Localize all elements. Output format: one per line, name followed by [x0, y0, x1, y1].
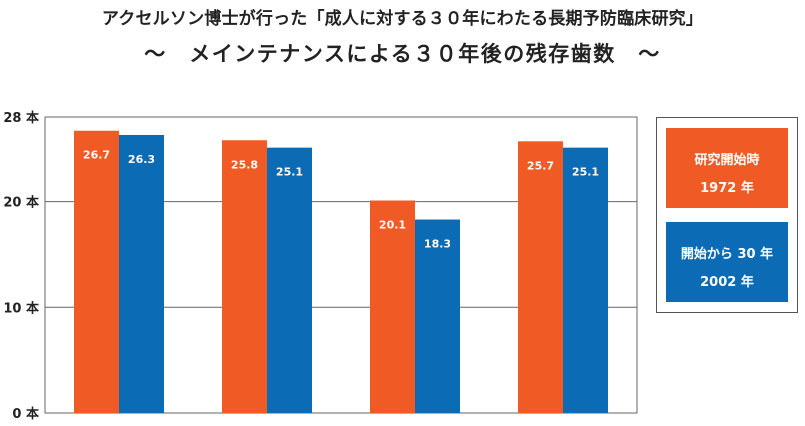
bar-series2-2 — [267, 147, 312, 413]
y-tick-label-0: 0 本 — [12, 406, 39, 422]
chart-subtitle: ～ メインテナンスによる３０年後の残存歯数 ～ — [144, 42, 661, 66]
legend-item-1972-line2: 1972 年 — [700, 181, 754, 196]
legend-item-2002-line1: 開始から 30 年 — [680, 247, 774, 262]
data-label-series2-1: 26.3 — [128, 153, 155, 166]
bar-series2-4 — [563, 147, 608, 413]
data-label-series1-2: 25.8 — [231, 158, 258, 171]
bar-series2-3 — [415, 219, 460, 413]
y-tick-label-1: 10 本 — [3, 300, 39, 316]
legend-item-1972: 研究開始時 1972 年 — [666, 128, 788, 208]
legend-item-2002-line2: 2002 年 — [700, 275, 754, 290]
legend: 研究開始時 1972 年 開始から 30 年 2002 年 — [656, 117, 798, 313]
plot-frame — [44, 116, 638, 414]
legend-item-2002: 開始から 30 年 2002 年 — [666, 222, 788, 302]
bar-series1-2 — [222, 140, 267, 413]
bar-series2-1 — [119, 134, 164, 413]
data-label-series2-2: 25.1 — [276, 166, 303, 179]
y-tick-label-3: 28 本 — [3, 110, 39, 126]
data-label-series1-3: 20.1 — [379, 219, 406, 232]
data-label-series1-4: 25.7 — [527, 159, 554, 172]
chart-title: アクセルソン博士が行った「成人に対する３０年にわたる長期予防臨床研究」 — [101, 9, 704, 29]
legend-item-1972-line1: 研究開始時 — [694, 153, 760, 168]
bar-series1-1 — [74, 130, 119, 413]
data-label-series1-1: 26.7 — [83, 149, 110, 162]
data-label-series2-3: 18.3 — [424, 238, 451, 251]
bar-series1-3 — [370, 200, 415, 413]
data-label-series2-4: 25.1 — [572, 166, 599, 179]
bar-series1-4 — [518, 141, 563, 414]
y-tick-label-2: 20 本 — [3, 195, 39, 211]
